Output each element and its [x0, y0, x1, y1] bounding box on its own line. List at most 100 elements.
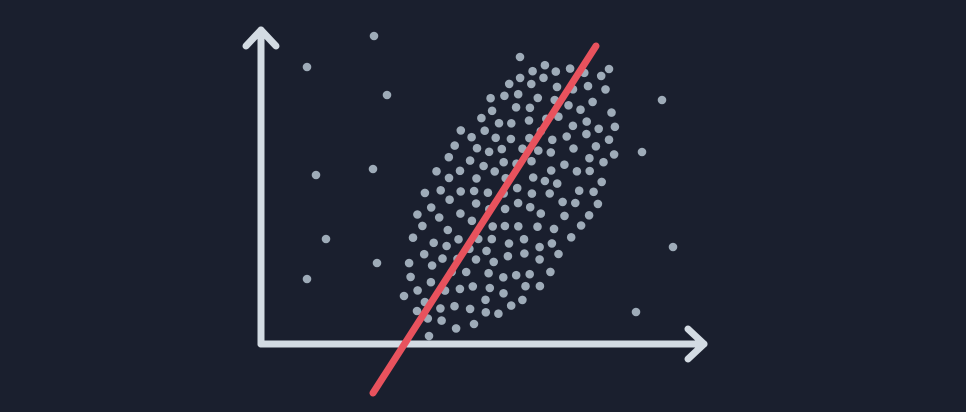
dot	[481, 295, 490, 305]
dot	[500, 204, 510, 214]
dot	[443, 225, 453, 235]
dot	[582, 117, 591, 126]
dot	[426, 277, 436, 287]
dot	[499, 157, 509, 167]
dot	[467, 216, 477, 226]
dot	[551, 67, 561, 76]
dot	[450, 141, 460, 150]
dot	[554, 112, 563, 121]
dot	[484, 147, 494, 157]
dot	[321, 234, 331, 244]
dot	[480, 126, 490, 135]
dot	[302, 274, 312, 284]
dot	[668, 242, 678, 252]
dot	[527, 156, 536, 166]
dot	[518, 295, 527, 305]
dot	[604, 64, 614, 74]
dot	[311, 170, 321, 180]
dot	[406, 272, 415, 282]
dot	[438, 254, 447, 263]
dot	[491, 133, 501, 143]
dot	[552, 179, 562, 188]
dot	[585, 166, 594, 176]
dot	[571, 198, 580, 208]
dot	[424, 331, 434, 341]
dot	[548, 135, 557, 145]
dot	[469, 186, 479, 196]
dot	[487, 106, 497, 116]
dot	[601, 85, 610, 94]
dot	[568, 121, 578, 131]
dot	[504, 79, 514, 89]
dot	[589, 187, 598, 197]
dot	[481, 308, 491, 317]
dot	[454, 235, 463, 244]
dot	[572, 167, 582, 176]
dot	[490, 167, 500, 176]
dot	[489, 257, 499, 267]
dot	[584, 211, 594, 220]
dot	[486, 93, 495, 103]
dot	[455, 284, 465, 294]
dot	[469, 319, 479, 329]
dot	[547, 239, 557, 248]
dot	[485, 283, 495, 293]
dot	[419, 249, 429, 259]
dot	[472, 143, 482, 153]
dots	[302, 31, 678, 341]
dot	[465, 156, 475, 165]
dot	[528, 66, 537, 76]
dot	[562, 132, 571, 141]
x-axis-arrow	[684, 325, 708, 363]
dot	[554, 249, 563, 259]
trend-line	[369, 42, 600, 397]
axes	[242, 26, 708, 363]
dot	[427, 261, 437, 270]
dot	[513, 198, 523, 208]
dot	[583, 81, 593, 91]
dot	[599, 157, 608, 167]
dot	[472, 174, 481, 183]
dot	[546, 166, 556, 175]
dot	[494, 118, 504, 128]
dot	[527, 189, 537, 198]
dot	[519, 234, 529, 244]
dot	[535, 281, 545, 291]
dot	[593, 199, 603, 209]
dot	[382, 90, 392, 100]
dot	[471, 199, 481, 208]
dot	[539, 73, 548, 83]
dot	[372, 258, 382, 268]
dot	[499, 289, 508, 298]
dot	[445, 195, 454, 204]
dot	[369, 31, 379, 41]
dot	[514, 222, 523, 231]
dot	[511, 270, 521, 280]
dot	[536, 209, 546, 218]
dot	[528, 173, 538, 182]
dot	[436, 304, 445, 313]
dot	[520, 249, 529, 258]
dot	[540, 60, 550, 70]
dot	[521, 281, 530, 291]
dot	[607, 108, 616, 117]
dot	[482, 246, 491, 256]
dot	[488, 222, 498, 231]
dot	[558, 197, 567, 207]
dot	[576, 105, 585, 114]
dot	[574, 186, 584, 195]
dot	[468, 282, 478, 291]
dot	[513, 89, 523, 99]
dot	[413, 286, 422, 295]
dot	[560, 160, 569, 169]
dot	[456, 209, 465, 218]
dot	[511, 103, 521, 112]
dot	[515, 52, 525, 62]
dot	[484, 268, 493, 278]
dot	[610, 122, 620, 132]
dot	[429, 238, 439, 248]
dot	[494, 309, 503, 319]
